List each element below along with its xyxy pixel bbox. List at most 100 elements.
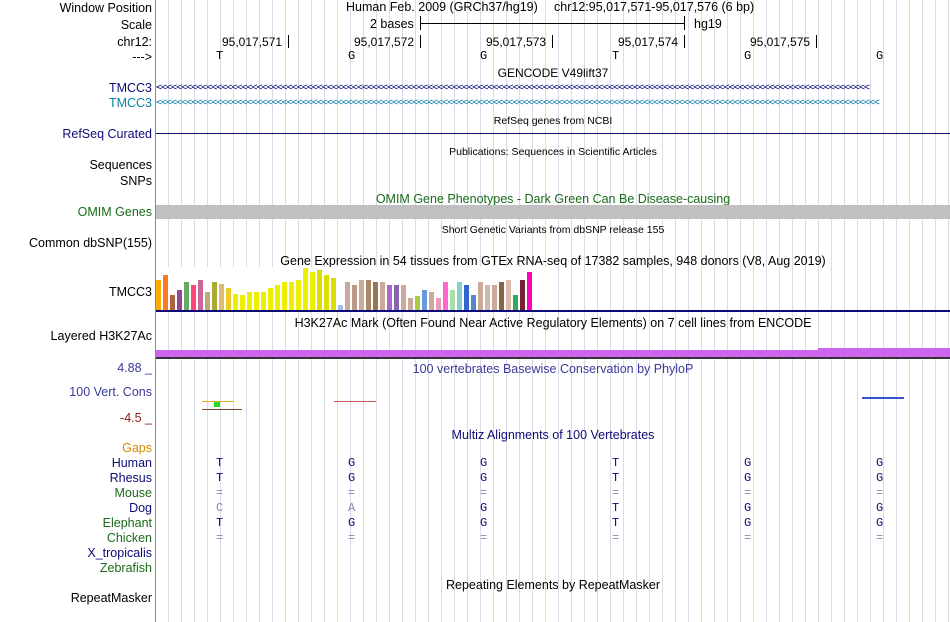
alignment-base: = xyxy=(348,531,356,545)
gtex-tissue-bar[interactable] xyxy=(282,282,287,310)
gtex-tissue-bar[interactable] xyxy=(338,305,343,310)
gtex-tissue-bar[interactable] xyxy=(527,272,532,310)
coord-tick xyxy=(816,35,817,48)
gencode-row-label[interactable]: TMCC3 xyxy=(108,96,152,110)
gtex-tissue-bar[interactable] xyxy=(317,270,322,310)
gtex-tissue-bar[interactable] xyxy=(268,288,273,310)
snps-label[interactable]: SNPs xyxy=(120,174,152,188)
gencode-transcript[interactable]: <<<<<<<<<<<<<<<<<<<<<<<<<<<<<<<<<<<<<<<<… xyxy=(156,82,870,93)
alignment-base: = xyxy=(216,531,224,545)
gtex-tissue-bar[interactable] xyxy=(226,288,231,310)
gtex-tissue-bar[interactable] xyxy=(289,282,294,310)
ref-base: T xyxy=(612,49,620,63)
alignment-base: = xyxy=(612,486,620,500)
gtex-tissue-bar[interactable] xyxy=(303,268,308,310)
gtex-tissue-bar[interactable] xyxy=(352,285,357,310)
phylop-mark xyxy=(862,397,904,399)
pubs-label[interactable]: Sequences xyxy=(89,158,152,172)
assembly-title: Human Feb. 2009 (GRCh37/hg19) xyxy=(346,0,538,14)
h3k27ac-signal[interactable] xyxy=(156,350,818,357)
gtex-chart[interactable] xyxy=(156,267,556,310)
gtex-tissue-bar[interactable] xyxy=(212,282,217,310)
gtex-tissue-bar[interactable] xyxy=(345,282,350,310)
gtex-tissue-bar[interactable] xyxy=(499,282,504,310)
refseq-title: RefSeq genes from NCBI xyxy=(493,115,613,127)
gtex-tissue-bar[interactable] xyxy=(359,280,364,310)
dbsnp-label[interactable]: Common dbSNP(155) xyxy=(29,236,152,250)
gtex-tissue-bar[interactable] xyxy=(415,296,420,310)
gtex-tissue-bar[interactable] xyxy=(156,280,161,310)
gtex-tissue-bar[interactable] xyxy=(478,282,483,310)
gaps-label[interactable]: Gaps xyxy=(122,441,152,455)
omim-feature[interactable] xyxy=(156,205,950,219)
alignment-base: G xyxy=(744,501,752,515)
alignment-base: G xyxy=(876,516,884,530)
gtex-tissue-bar[interactable] xyxy=(191,285,196,310)
refseq-label[interactable]: RefSeq Curated xyxy=(62,127,152,141)
gtex-tissue-bar[interactable] xyxy=(513,295,518,310)
gtex-tissue-bar[interactable] xyxy=(436,298,441,310)
gtex-tissue-bar[interactable] xyxy=(331,278,336,310)
gtex-tissue-bar[interactable] xyxy=(380,282,385,310)
gtex-label[interactable]: TMCC3 xyxy=(108,285,152,299)
gtex-tissue-bar[interactable] xyxy=(177,290,182,310)
multiz-title: Multiz Alignments of 100 Vertebrates xyxy=(451,428,655,442)
omim-label[interactable]: OMIM Genes xyxy=(77,205,152,219)
refseq-gene-line[interactable] xyxy=(156,133,950,134)
gencode-title: GENCODE V49lift37 xyxy=(497,66,609,80)
gtex-tissue-bar[interactable] xyxy=(219,284,224,310)
strand-arrow-label: ---> xyxy=(132,50,152,64)
gtex-tissue-bar[interactable] xyxy=(520,280,525,310)
gencode-row-label[interactable]: TMCC3 xyxy=(108,81,152,95)
gtex-tissue-bar[interactable] xyxy=(233,294,238,310)
gtex-tissue-bar[interactable] xyxy=(240,295,245,310)
gtex-tissue-bar[interactable] xyxy=(261,292,266,310)
gtex-tissue-bar[interactable] xyxy=(394,285,399,310)
gtex-tissue-bar[interactable] xyxy=(485,285,490,310)
gtex-tissue-bar[interactable] xyxy=(443,282,448,310)
dbsnp-title: Short Genetic Variants from dbSNP releas… xyxy=(441,224,665,236)
gtex-tissue-bar[interactable] xyxy=(296,280,301,310)
coord-label: 95,017,575 xyxy=(750,35,811,49)
species-label: Mouse xyxy=(114,486,152,500)
chr-label: chr12: xyxy=(117,35,152,49)
species-label: X_tropicalis xyxy=(87,546,152,560)
gtex-tissue-bar[interactable] xyxy=(373,282,378,310)
gtex-tissue-bar[interactable] xyxy=(492,285,497,310)
h3k27ac-signal[interactable] xyxy=(818,348,950,357)
phylop-label[interactable]: 100 Vert. Cons xyxy=(69,385,152,399)
species-label: Human xyxy=(111,456,152,470)
gtex-tissue-bar[interactable] xyxy=(254,292,259,310)
gtex-tissue-bar[interactable] xyxy=(408,298,413,310)
h3k27ac-label[interactable]: Layered H3K27Ac xyxy=(50,329,152,343)
gtex-tissue-bar[interactable] xyxy=(163,275,168,310)
gtex-tissue-bar[interactable] xyxy=(310,272,315,310)
gtex-tissue-bar[interactable] xyxy=(471,295,476,310)
alignment-base: T xyxy=(216,456,224,470)
gtex-tissue-bar[interactable] xyxy=(198,280,203,310)
alignment-base: T xyxy=(216,471,224,485)
alignment-base: T xyxy=(612,456,620,470)
ref-base: G xyxy=(348,49,356,63)
gtex-tissue-bar[interactable] xyxy=(205,292,210,310)
repeatmasker-label[interactable]: RepeatMasker xyxy=(70,591,152,605)
gtex-tissue-bar[interactable] xyxy=(366,280,371,310)
species-label: Chicken xyxy=(106,531,152,545)
gtex-tissue-bar[interactable] xyxy=(464,285,469,310)
gtex-tissue-bar[interactable] xyxy=(275,285,280,310)
alignment-base: G xyxy=(744,456,752,470)
gtex-tissue-bar[interactable] xyxy=(170,295,175,310)
gencode-transcript[interactable]: <<<<<<<<<<<<<<<<<<<<<<<<<<<<<<<<<<<<<<<<… xyxy=(156,97,880,108)
gtex-tissue-bar[interactable] xyxy=(450,290,455,310)
gtex-tissue-bar[interactable] xyxy=(324,275,329,310)
gtex-tissue-bar[interactable] xyxy=(457,282,462,310)
gtex-tissue-bar[interactable] xyxy=(401,285,406,310)
ref-base: G xyxy=(744,49,752,63)
gtex-tissue-bar[interactable] xyxy=(387,285,392,310)
gtex-tissue-bar[interactable] xyxy=(506,280,511,310)
gtex-tissue-bar[interactable] xyxy=(247,292,252,310)
gtex-tissue-bar[interactable] xyxy=(422,290,427,310)
gtex-tissue-bar[interactable] xyxy=(184,282,189,310)
gtex-tissue-bar[interactable] xyxy=(429,292,434,310)
alignment-base: G xyxy=(876,471,884,485)
